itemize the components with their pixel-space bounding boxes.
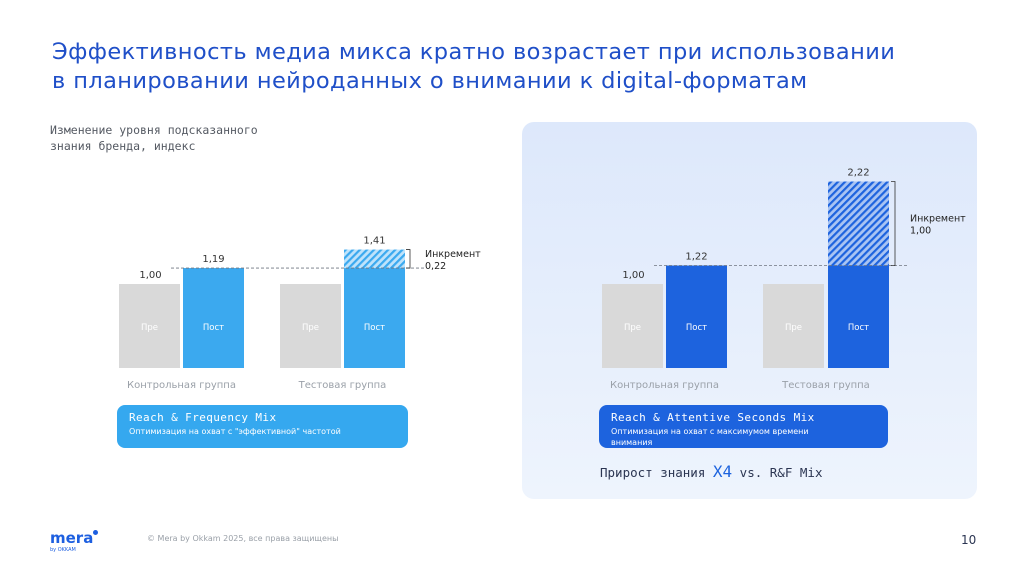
bar-label-post: Пост	[364, 323, 385, 333]
pill-description: Оптимизация на охват с максимумом времен…	[611, 426, 876, 448]
chart-subtitle-line-1: Изменение уровня подсказанного	[50, 123, 258, 137]
growth-prefix: Прирост знания	[600, 465, 713, 480]
increment-value: 1,00	[910, 226, 931, 237]
group-label: Контрольная группа	[127, 380, 236, 391]
value-label: 1,19	[202, 254, 224, 265]
value-label: 1,41	[363, 236, 385, 247]
bar-post	[344, 268, 405, 368]
growth-summary: Прирост знания X4 vs. R&F Mix	[600, 462, 822, 481]
growth-suffix: vs. R&F Mix	[732, 465, 823, 480]
increment-label: Инкремент	[425, 249, 481, 260]
chart-subtitle: Изменение уровня подсказанного знания бр…	[50, 122, 258, 154]
chart-reach-frequency: Пре Пост 1,00 1,19 Контрольная группа Пре Пост…	[119, 236, 481, 391]
reach-frequency-mix-pill: Reach & Frequency Mix Оптимизация на охв…	[117, 405, 408, 448]
bar-label-pre: Пре	[141, 323, 158, 333]
pill-name: Reach & Frequency Mix	[129, 411, 277, 424]
logo-byline: by OKKAM	[50, 547, 76, 553]
increment-bracket	[891, 181, 896, 266]
bar-post	[183, 268, 244, 368]
bar-label-pre: Пре	[302, 323, 319, 333]
increment-label: Инкремент	[910, 214, 966, 225]
value-label: 1,00	[622, 270, 644, 281]
chart-subtitle-line-2: знания бренда, индекс	[50, 139, 196, 153]
mera-logo: mera by OKKAM	[50, 528, 99, 553]
pill-name: Reach & Attentive Seconds Mix	[611, 411, 815, 424]
bar-post	[666, 265, 727, 368]
bar-pre	[119, 284, 180, 368]
copyright: © Mera by Okkam 2025, все права защищены	[147, 534, 339, 543]
bar-label-post: Пост	[686, 323, 707, 333]
value-label: 1,00	[139, 270, 161, 281]
logo-dot-icon	[93, 530, 99, 535]
bar-label-post: Пост	[203, 323, 224, 333]
slide-title-line-1: Эффективность медиа микса кратно возраст…	[52, 39, 896, 65]
group-label: Контрольная группа	[610, 380, 719, 391]
bar-label-pre: Пре	[785, 323, 802, 333]
bar-pre	[763, 284, 824, 368]
logo-brand: mera	[50, 529, 94, 547]
slide-title-line-2: в планировании нейроданных о внимании к …	[52, 68, 808, 94]
bar-pre	[602, 284, 663, 368]
bar-label-pre: Пре	[624, 323, 641, 333]
bar-pre	[280, 284, 341, 368]
chart-attentive-seconds: Пре Пост 1,00 1,22 Контрольная группа Пре Пост…	[602, 168, 966, 391]
slide-title: Эффективность медиа микса кратно возраст…	[52, 38, 992, 96]
attentive-seconds-mix-pill: Reach & Attentive Seconds Mix Оптимизаци…	[599, 405, 888, 448]
pill-description: Оптимизация на охват с "эффективной" час…	[129, 427, 341, 436]
pill-description-line-1: Оптимизация на охват с максимумом времен…	[611, 427, 809, 436]
page-number: 10	[961, 533, 977, 547]
group-label: Тестовая группа	[781, 380, 870, 391]
value-label: 2,22	[847, 168, 869, 179]
group-label: Тестовая группа	[298, 380, 387, 391]
increment-value: 0,22	[425, 261, 446, 272]
pill-description-line-2: внимания	[611, 438, 653, 447]
growth-multiplier: X4	[712, 462, 733, 481]
value-label: 1,22	[685, 252, 707, 263]
bar-label-post: Пост	[848, 323, 869, 333]
bar-increment	[828, 181, 889, 266]
bar-post	[828, 265, 889, 368]
bar-increment	[344, 249, 405, 269]
increment-bracket	[406, 249, 411, 269]
